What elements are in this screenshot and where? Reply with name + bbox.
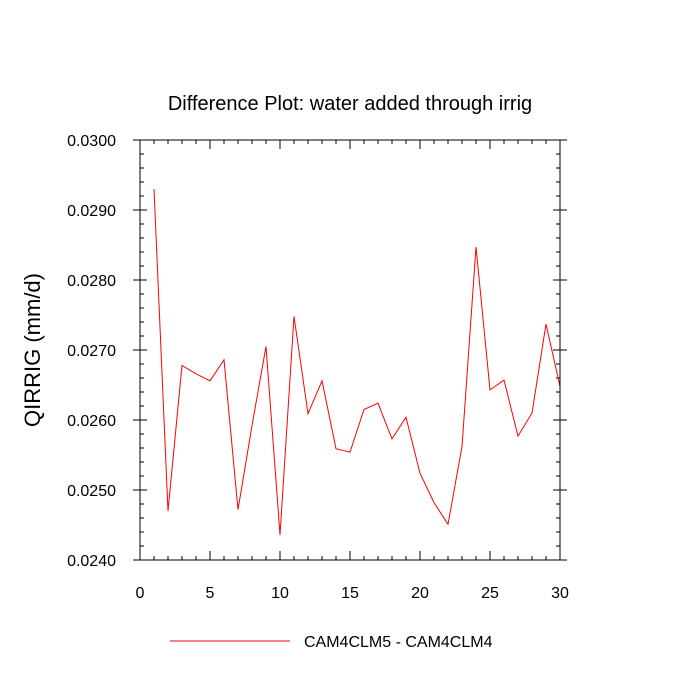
y-axis-label: QIRRIG (mm/d) (20, 273, 45, 427)
legend-label: CAM4CLM5 - CAM4CLM4 (304, 634, 493, 651)
axis-ticks (133, 139, 567, 561)
x-tick-label: 20 (411, 585, 429, 602)
x-tick-label: 10 (271, 585, 289, 602)
y-tick-label: 0.0260 (67, 413, 116, 430)
tick-labels: 0 5 10 15 20 25 30 0.0240 0.0250 0.0260 0.0270 0.02… (67, 133, 569, 602)
series-lines (153, 188, 561, 535)
y-tick-label: 0.0240 (67, 553, 116, 570)
x-tick-label: 5 (206, 585, 215, 602)
x-tick-label: 30 (551, 585, 569, 602)
legend: CAM4CLM5 - CAM4CLM4 (170, 634, 493, 651)
plot-frame (139, 139, 561, 561)
y-tick-label: 0.0300 (67, 133, 116, 150)
x-tick-label: 15 (341, 585, 359, 602)
y-tick-label: 0.0270 (67, 343, 116, 360)
chart-title: Difference Plot: water added through irr… (168, 93, 532, 115)
x-tick-label: 25 (481, 585, 499, 602)
series-line (153, 188, 561, 535)
y-tick-label: 0.0290 (67, 203, 116, 220)
y-tick-label: 0.0280 (67, 273, 116, 290)
x-tick-label: 0 (136, 585, 145, 602)
y-tick-label: 0.0250 (67, 483, 116, 500)
